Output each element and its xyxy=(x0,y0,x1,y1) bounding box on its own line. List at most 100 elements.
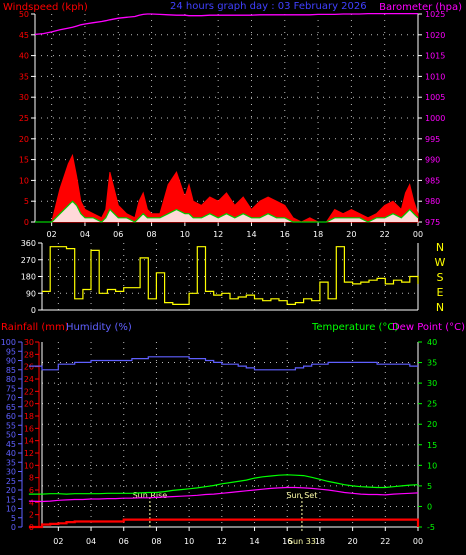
rain-tick-label: 14 xyxy=(24,437,34,446)
compass-label: E xyxy=(437,286,444,299)
humidity-tick-label: 0 xyxy=(11,523,16,532)
humidity-tick-label: 50 xyxy=(6,431,16,440)
x-tick-label: 12 xyxy=(217,537,227,546)
dewpoint-axis-label: Dew Point (°C) xyxy=(392,322,465,333)
humidity-tick-label: 70 xyxy=(6,394,16,403)
rain-tick-label: 4 xyxy=(29,498,34,507)
humidity-tick-label: 85 xyxy=(6,366,16,375)
rain-tick-label: 18 xyxy=(24,412,34,421)
humidity-tick-label: 25 xyxy=(6,477,16,486)
rain-tick-label: 30 xyxy=(24,338,34,347)
temperature-tick-label: 40 xyxy=(427,338,437,347)
humidity-tick-label: 100 xyxy=(1,338,16,347)
x-tick-label: 14 xyxy=(249,537,259,546)
humidity-tick-label: 15 xyxy=(6,495,16,504)
humidity-tick-label: 10 xyxy=(6,505,16,514)
humidity-tick-label: 65 xyxy=(6,403,16,412)
temperature-tick-label: 20 xyxy=(427,420,437,429)
wind-tick-label: 40 xyxy=(19,52,29,61)
rain-tick-label: 26 xyxy=(24,363,34,372)
humidity-tick-label: 30 xyxy=(6,468,16,477)
direction-tick-label: 90 xyxy=(26,289,36,298)
temperature-tick-label: 25 xyxy=(427,400,437,409)
x-tick-label: 06 xyxy=(119,537,129,546)
baro-tick-label: 1020 xyxy=(425,31,445,40)
baro-tick-label: 995 xyxy=(425,135,440,144)
baro-tick-label: 1010 xyxy=(425,72,445,81)
x-tick-label: 04 xyxy=(80,230,90,239)
rain-tick-label: 20 xyxy=(24,400,34,409)
x-tick-label: 08 xyxy=(151,537,161,546)
wind-tick-label: 0 xyxy=(24,218,29,227)
x-tick-label: 22 xyxy=(380,537,390,546)
baro-tick-label: 990 xyxy=(425,156,440,165)
temperature-line xyxy=(28,474,419,495)
humidity-tick-label: 80 xyxy=(6,375,16,384)
x-tick-label: 20 xyxy=(346,230,356,239)
sunset-label: Sun Set xyxy=(286,491,317,500)
rain-tick-label: 28 xyxy=(24,350,34,359)
wind-gust-area xyxy=(35,153,419,223)
compass-label: N xyxy=(436,241,444,254)
temperature-tick-label: 35 xyxy=(427,359,437,368)
direction-tick-label: 360 xyxy=(21,239,36,248)
humidity-tick-label: 5 xyxy=(11,514,16,523)
x-tick-label: 10 xyxy=(184,537,194,546)
temperature-tick-label: 15 xyxy=(427,441,437,450)
sunrise-label: Sun Rise xyxy=(133,491,168,500)
graph-title: 24 hours graph day : 03 February 2026 xyxy=(170,1,367,12)
compass-label: N xyxy=(436,301,444,314)
temperature-tick-label: 0 xyxy=(427,502,432,511)
rain-tick-label: 24 xyxy=(24,375,34,384)
humidity-tick-label: 45 xyxy=(6,440,16,449)
x-tick-label: 02 xyxy=(47,230,57,239)
x-tick-label: 14 xyxy=(246,230,256,239)
x-tick-label: 22 xyxy=(380,230,390,239)
wind-tick-label: 50 xyxy=(19,10,29,19)
baro-tick-label: 1015 xyxy=(425,52,445,61)
rainfall-axis-label: Rainfall (mm) xyxy=(1,322,69,333)
baro-tick-label: 1025 xyxy=(425,10,445,19)
wind-tick-label: 35 xyxy=(19,72,29,81)
x-tick-label: 18 xyxy=(315,537,325,546)
baro-tick-label: 1000 xyxy=(425,114,445,123)
humidity-tick-label: 90 xyxy=(6,357,16,366)
wind-tick-label: 10 xyxy=(19,176,29,185)
temperature-tick-label: 30 xyxy=(427,379,437,388)
humidity-tick-label: 40 xyxy=(6,449,16,458)
rain-humidity-temperature-panel: 0510152025303540455055606570758085909510… xyxy=(1,338,437,546)
humidity-axis-label: Humidity (%) xyxy=(66,322,132,333)
humidity-line xyxy=(28,356,418,371)
x-tick-label: 08 xyxy=(146,230,156,239)
rain-tick-label: 12 xyxy=(24,449,34,458)
x-tick-label: 16 xyxy=(280,230,290,239)
rainfall-line xyxy=(28,518,420,529)
wind-barometer-panel: 0510152025303540455097598098599099510001… xyxy=(19,10,446,239)
rain-tick-label: 6 xyxy=(29,486,34,495)
humidity-tick-label: 95 xyxy=(6,347,16,356)
windspeed-axis-label: Windspeed (kph) xyxy=(3,2,88,13)
wind-tick-label: 30 xyxy=(19,93,29,102)
wind-tick-label: 25 xyxy=(19,114,29,123)
dewpoint-line xyxy=(28,486,419,503)
direction-tick-label: 0 xyxy=(31,306,36,315)
barometer-axis-label: Barometer (hpa) xyxy=(379,2,462,13)
rain-tick-label: 10 xyxy=(24,461,34,470)
x-tick-label: 00 xyxy=(413,230,423,239)
rain-tick-label: 8 xyxy=(29,474,34,483)
wind-tick-label: 20 xyxy=(19,135,29,144)
wind-tick-label: 45 xyxy=(19,31,29,40)
wind-tick-label: 5 xyxy=(24,197,29,206)
temperature-axis-label: Temperature (°C) xyxy=(311,322,398,333)
compass-label: W xyxy=(435,256,446,269)
x-tick-label: 20 xyxy=(348,537,358,546)
temperature-tick-label: -5 xyxy=(427,523,435,532)
x-tick-label: 04 xyxy=(86,537,96,546)
humidity-tick-label: 75 xyxy=(6,384,16,393)
humidity-tick-label: 20 xyxy=(6,486,16,495)
direction-tick-label: 180 xyxy=(21,273,36,282)
humidity-tick-label: 35 xyxy=(6,458,16,467)
sunset-time-label: Sun 33 xyxy=(288,537,316,546)
rain-tick-label: 22 xyxy=(24,387,34,396)
